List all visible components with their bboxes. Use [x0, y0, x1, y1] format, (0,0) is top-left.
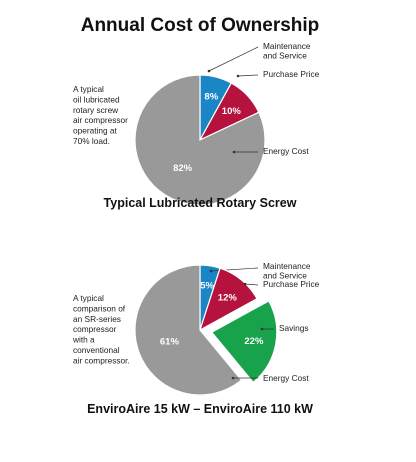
- pie-slice-energy: [134, 74, 266, 206]
- slice-value-label-energy: 61%: [160, 337, 180, 348]
- callout-label-energy: Energy Cost: [263, 146, 309, 156]
- slice-value-label-purchase: 10%: [222, 106, 242, 117]
- chart-title: EnviroAire 15 kW – EnviroAire 110 kW: [87, 402, 313, 416]
- pie-slice-purchase: [198, 267, 258, 332]
- callout-label-purchase: Purchase Price: [263, 279, 320, 289]
- leader-dot-energy: [231, 376, 235, 380]
- chart-title: Typical Lubricated Rotary Screw: [104, 196, 297, 210]
- leader-dot-maintenance: [209, 269, 213, 273]
- slice-value-label-savings: 22%: [244, 336, 264, 347]
- slice-value-label-maintenance: 8%: [204, 91, 218, 102]
- chart-note: A typical oil lubricated rotary screw air c…: [73, 84, 128, 146]
- pie-slice-energy: [134, 264, 243, 396]
- chart-note: A typical comparison of an SR-series compre…: [72, 293, 130, 365]
- callout-label-maintenance: Maintenance and Service: [263, 41, 311, 61]
- leader-dot-savings: [260, 327, 264, 331]
- leader-line-maintenance: [208, 46, 259, 72]
- leader-dot-purchase: [243, 282, 247, 286]
- callout-label-energy: Energy Cost: [263, 373, 309, 383]
- callout-label-maintenance: Maintenance and Service: [263, 261, 311, 281]
- slice-value-label-maintenance: 5%: [200, 281, 214, 292]
- leader-line-purchase: [237, 74, 259, 77]
- pie-chart-enviroaire: 5% Maintenance and Service 12% Purchase Pric…: [72, 261, 320, 416]
- leader-dot-purchase: [236, 74, 240, 78]
- slice-value-label-energy: 82%: [173, 163, 193, 174]
- slice-value-label-purchase: 12%: [218, 292, 238, 303]
- leader-dot-maintenance: [207, 69, 211, 73]
- pie-chart-rotary-screw: 8% Maintenance and Service 10% Purchase Pric…: [73, 41, 320, 210]
- leader-dot-energy: [232, 150, 236, 154]
- leader-line-purchase: [244, 283, 259, 286]
- callout-label-savings: Savings: [279, 323, 309, 333]
- main-title: Annual Cost of Ownership: [81, 15, 320, 36]
- callout-label-purchase: Purchase Price: [263, 69, 320, 79]
